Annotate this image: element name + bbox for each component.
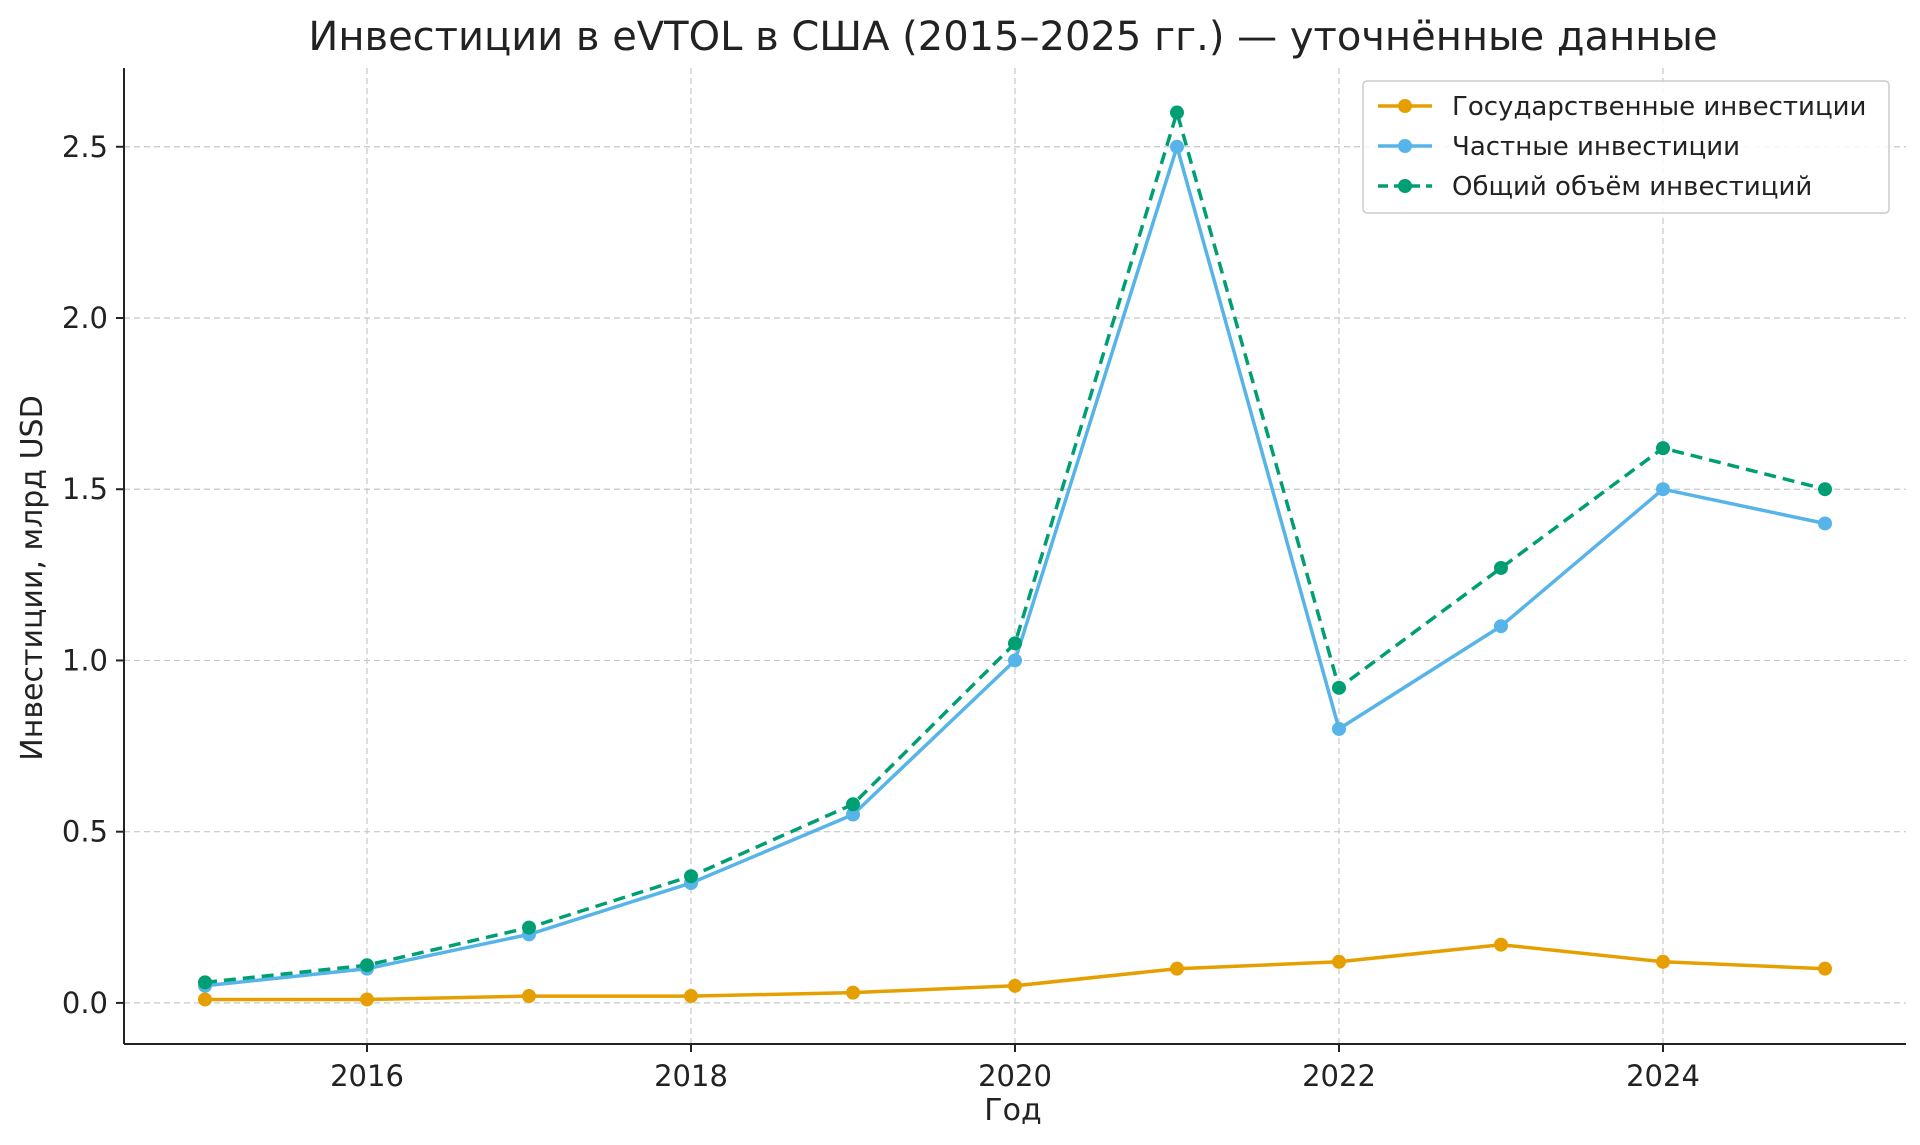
y-tick-label: 2.0 <box>62 301 108 335</box>
data-point <box>360 958 374 973</box>
x-axis-label: Год <box>984 1093 1041 1128</box>
series-3 <box>198 105 1832 990</box>
data-point <box>1818 482 1832 497</box>
series-1 <box>198 937 1832 1007</box>
data-point <box>1818 961 1832 976</box>
y-axis-ticks: 0.0 0.5 1.0 1.5 2.0 2.5 <box>62 130 124 1020</box>
data-point <box>1332 721 1346 736</box>
legend-label: Государственные инвестиции <box>1452 92 1866 122</box>
x-tick-label: 2022 <box>1302 1059 1376 1093</box>
legend-item: Частные инвестиции <box>1378 132 1740 162</box>
x-tick-label: 2020 <box>978 1059 1052 1093</box>
y-tick-label: 1.5 <box>62 472 108 506</box>
data-point <box>522 989 536 1004</box>
legend-swatch-marker <box>1398 179 1412 193</box>
x-tick-label: 2016 <box>330 1059 404 1093</box>
data-point <box>1170 139 1184 154</box>
data-point <box>846 797 860 812</box>
data-point <box>1656 482 1670 497</box>
y-axis-label: Инвестиции, млрд USD <box>15 395 50 760</box>
data-point <box>1008 653 1022 668</box>
data-point <box>684 869 698 884</box>
data-point <box>1332 954 1346 969</box>
data-point <box>198 992 212 1007</box>
legend: Государственные инвестиции Частные инвест… <box>1362 80 1890 214</box>
data-point <box>1332 680 1346 695</box>
data-point <box>522 920 536 935</box>
y-tick-label: 0.5 <box>62 815 108 849</box>
axes <box>123 68 1906 1045</box>
data-point <box>1494 560 1508 575</box>
data-point <box>360 992 374 1007</box>
data-point <box>1170 105 1184 120</box>
legend-item: Общий объём инвестиций <box>1378 172 1812 202</box>
data-point <box>1008 978 1022 993</box>
x-tick-label: 2018 <box>654 1059 728 1093</box>
series-2 <box>198 139 1832 993</box>
data-point <box>846 807 860 822</box>
series-lines <box>198 105 1832 1007</box>
data-point <box>1656 954 1670 969</box>
x-axis-ticks: 2016 2018 2020 2022 2024 <box>330 1044 1700 1093</box>
data-point <box>1170 961 1184 976</box>
data-point <box>1494 937 1508 952</box>
legend-label: Частные инвестиции <box>1452 132 1740 162</box>
data-point <box>198 975 212 990</box>
grid-lines <box>124 68 1906 1044</box>
data-point <box>1008 636 1022 651</box>
y-tick-label: 1.0 <box>62 643 108 677</box>
legend-swatch-marker <box>1398 99 1412 113</box>
data-point <box>846 985 860 1000</box>
data-point <box>1656 441 1670 456</box>
y-tick-label: 0.0 <box>62 986 108 1020</box>
data-point <box>1818 516 1832 531</box>
legend-item: Государственные инвестиции <box>1378 92 1866 122</box>
data-point <box>684 989 698 1004</box>
legend-box <box>1362 80 1890 214</box>
data-point <box>1494 619 1508 634</box>
chart-title: Инвестиции в eVTOL в США (2015–2025 гг.)… <box>308 14 1717 60</box>
legend-swatch-marker <box>1398 139 1412 153</box>
y-tick-label: 2.5 <box>62 130 108 164</box>
x-tick-label: 2024 <box>1626 1059 1700 1093</box>
legend-label: Общий объём инвестиций <box>1452 172 1812 202</box>
